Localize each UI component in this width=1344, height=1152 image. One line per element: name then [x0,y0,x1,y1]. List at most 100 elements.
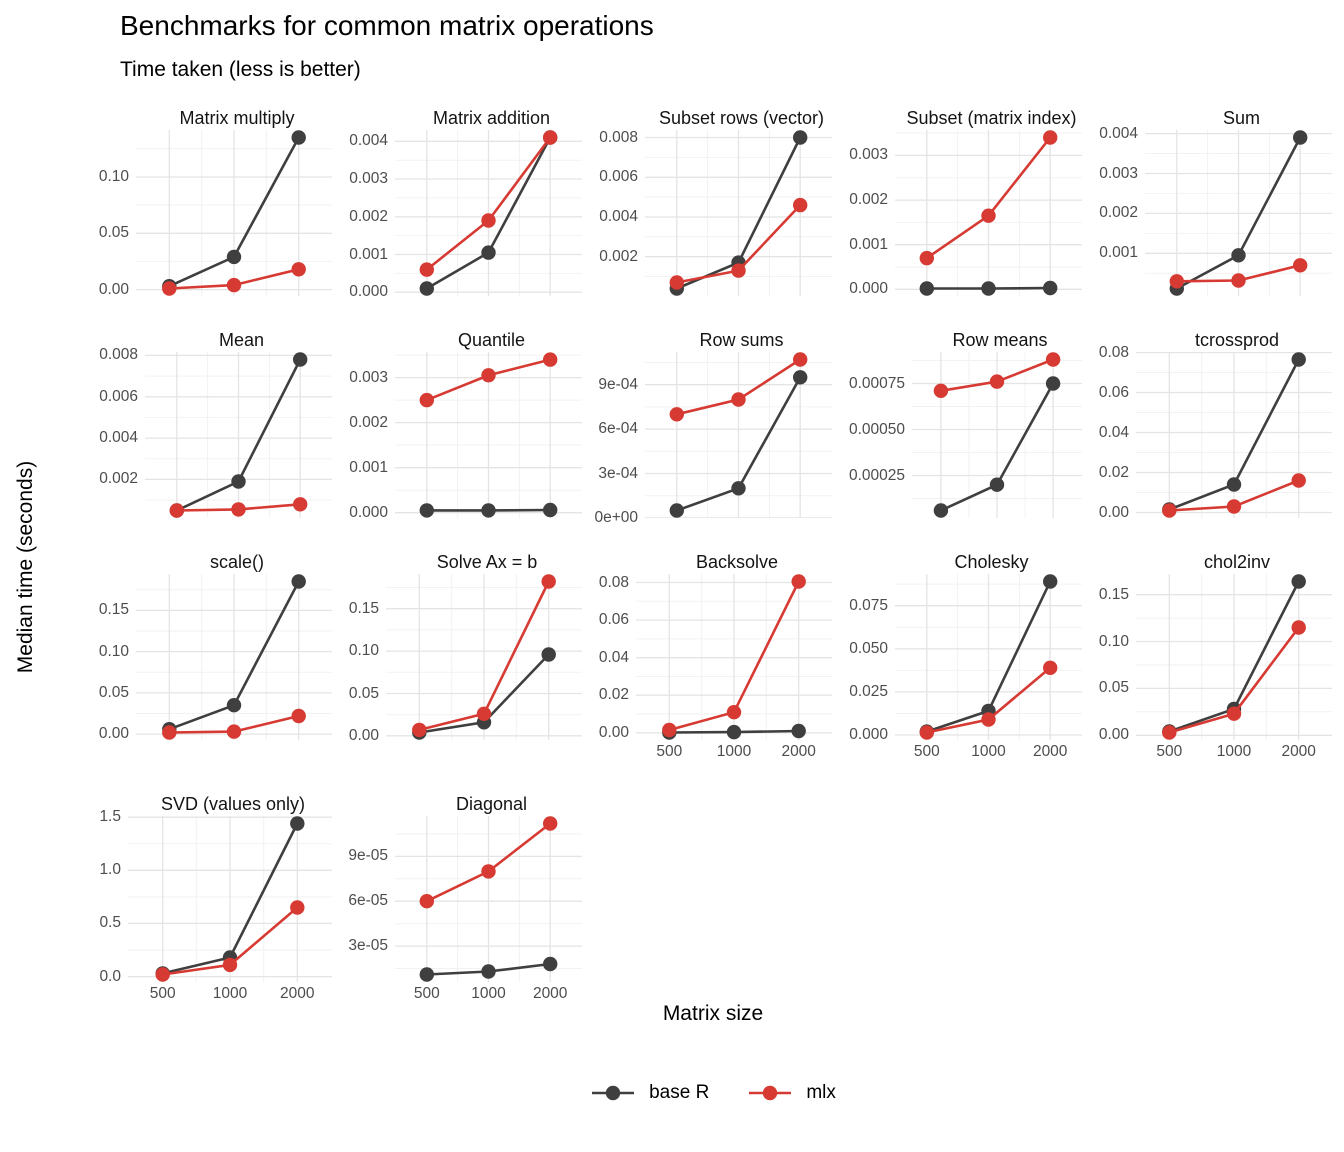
data-point-mlx [419,262,434,277]
data-point-mlx [231,502,246,517]
x-tick-label: 1000 [716,743,752,760]
y-tick-label: 0.00 [1098,726,1129,744]
page-title: Benchmarks for common matrix operations [120,10,654,41]
data-point-mlx [291,262,306,277]
y-axis-ticks: 0.00 0.05 0.10 0.15 [1088,574,1136,744]
y-tick-label: 0.003 [349,170,388,187]
plot-svg [128,816,332,982]
data-point-mlx [226,724,242,739]
y-axis-ticks: 0.00 0.02 0.04 0.06 0.08 [588,574,636,741]
y-tick-label: 0.004 [1099,124,1138,142]
plot-svg [895,130,1082,296]
data-point-base-r [933,503,949,518]
data-point-base-r [731,481,746,496]
data-point-mlx [669,407,684,422]
facet-title: SVD (values only) [160,794,306,814]
data-point-mlx [419,894,434,909]
data-point-base-r [291,130,306,145]
plot-svg [395,352,582,518]
data-point-mlx [543,816,558,831]
facet-title: Mean [218,330,265,350]
data-point-mlx [226,277,242,293]
y-tick-label: 1.0 [99,861,121,879]
data-point-mlx [981,208,996,223]
data-point-base-r [793,370,808,385]
x-tick-label: 500 [149,985,176,1002]
data-point-mlx [419,392,434,408]
plot-svg [395,816,582,982]
y-tick-label: 0.000 [349,503,388,521]
y-tick-label: 0.008 [599,128,638,146]
y-tick-label: 0.10 [1098,632,1129,650]
legend-item-mlx: mlx [747,1082,836,1104]
data-point-mlx [981,712,996,727]
plot-svg [895,574,1082,740]
y-tick-label: 0.15 [1098,585,1129,603]
facet-title: chol2inv [1203,552,1271,572]
data-point-mlx [1231,273,1246,288]
y-tick-label: 0.06 [1098,383,1129,401]
data-point-base-r [481,503,496,518]
plot-svg [395,130,582,296]
page-subtitle: Time taken (less is better) [120,58,361,81]
data-point-mlx [1291,620,1306,635]
facet-tcrossprod: tcrossprod 0.00 0.02 0.04 0.06 0.08 [1088,326,1338,548]
data-point-mlx [919,250,934,266]
facet-mean: Mean 0.002 0.004 0.006 0.008 [88,326,338,548]
plot-panel [636,574,832,740]
legend-label-base-r: base R [649,1082,710,1103]
y-axis-ticks: 0.00 0.02 0.04 0.06 0.08 [1088,344,1136,521]
data-point-base-r [793,130,808,145]
data-point-base-r [919,281,934,296]
y-axis-ticks: 0.002 0.004 0.006 0.008 [588,128,645,296]
facet-svd-values-only: SVD (values only) 0.0 0.5 1.0 1.5 500 1000 2000 [88,790,338,1030]
plot-panel [1145,130,1332,296]
legend: base R mlx [88,1082,1338,1104]
facet-title: scale() [209,552,264,572]
data-point-mlx [291,708,306,724]
data-point-mlx [669,275,684,290]
data-point-mlx [290,900,305,915]
data-point-base-r [226,249,242,265]
y-tick-label: 0.001 [849,235,888,253]
y-tick-label: 0.05 [348,684,379,702]
data-point-base-r [231,474,246,489]
data-point-base-r [1045,376,1061,391]
data-point-mlx [412,722,427,738]
plot-panel [136,574,332,740]
y-tick-label: 0.000 [349,283,388,301]
facet-diagonal: Diagonal 3e-05 6e-05 9e-05 500 1000 2000 [338,790,588,1030]
facet-row-sums: Row sums 0e+00 3e-04 6e-04 9e-04 [588,326,838,548]
y-axis-ticks: 0.00 0.05 0.10 0.15 [338,574,386,744]
y-tick-label: 0.00025 [848,466,905,484]
data-point-mlx [169,503,184,518]
y-tick-label: 0.0 [99,967,121,985]
data-point-base-r [981,281,996,296]
y-tick-label: 0.000 [849,726,888,743]
plot-panel [895,574,1082,740]
data-point-mlx [933,383,949,398]
y-tick-label: 1.5 [99,808,121,826]
legend-item-base-r: base R [590,1082,709,1104]
x-axis-ticks: 500 1000 2000 [895,740,1088,764]
y-axis-ticks: 3e-05 6e-05 9e-05 [338,816,395,982]
y-tick-label: 3e-05 [348,937,388,955]
y-tick-label: 0.05 [98,224,129,242]
x-tick-label: 500 [413,985,440,1002]
y-tick-label: 9e-04 [598,375,638,393]
data-point-base-r [481,964,496,979]
y-tick-label: 0.004 [599,208,638,225]
y-tick-label: 0.008 [99,346,138,364]
y-tick-label: 0.003 [849,146,888,164]
y-tick-label: 0.10 [98,168,129,185]
x-tick-label: 2000 [1281,743,1316,760]
data-point-mlx [731,392,746,407]
y-tick-label: 0.003 [349,368,388,386]
y-tick-label: 0.002 [599,247,638,265]
plot-svg [145,352,332,518]
legend-label-mlx: mlx [806,1082,836,1103]
y-tick-label: 0.15 [348,599,379,617]
y-tick-label: 3e-04 [598,464,638,482]
data-point-mlx [481,368,496,383]
